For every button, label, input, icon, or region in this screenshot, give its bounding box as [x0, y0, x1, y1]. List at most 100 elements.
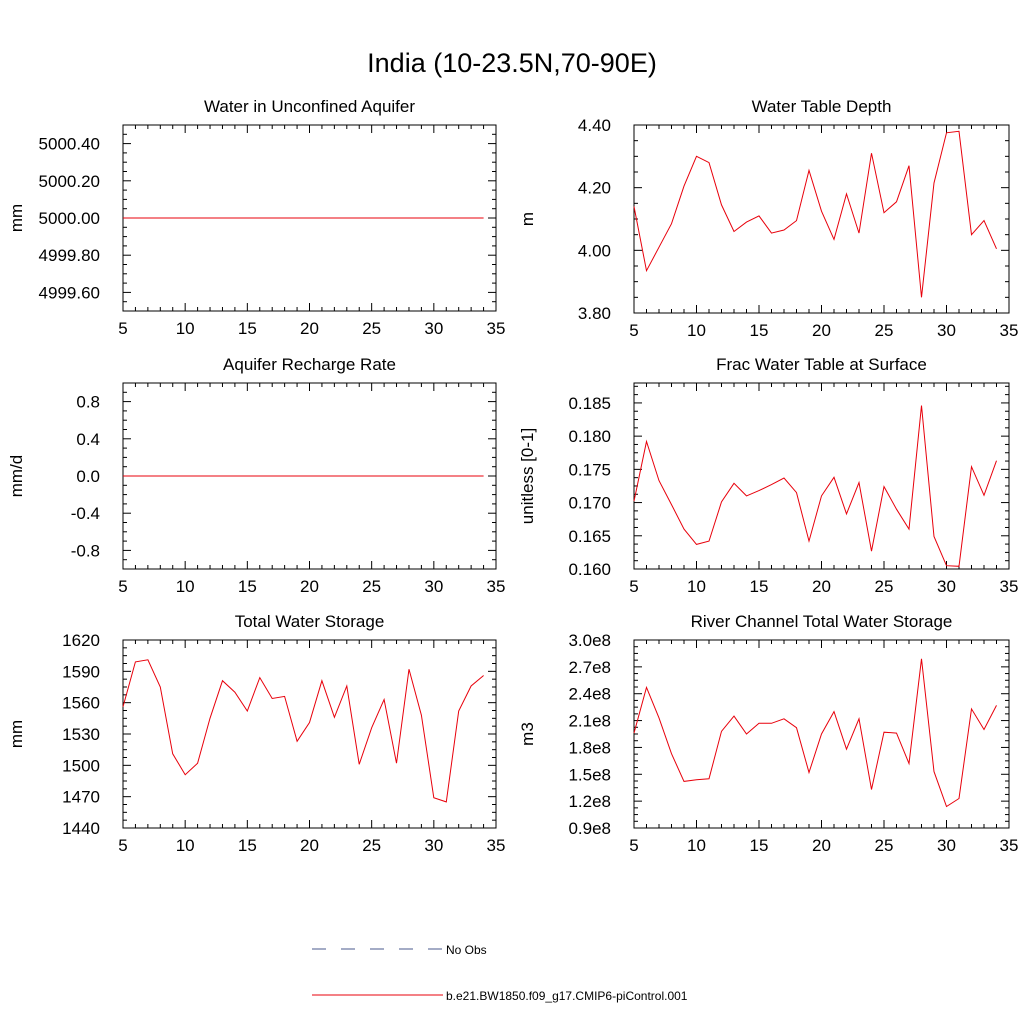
plot-frame: [633, 124, 1010, 314]
y-axis-label: mm/d: [7, 455, 26, 498]
x-tick-label: 5: [118, 577, 127, 596]
y-tick-label: 0.0: [76, 467, 100, 486]
chart-panel-3: Aquifer Recharge Rate mm/d 5 10 15 20 25 30 35 -0…: [7, 355, 505, 596]
x-tick-label: 25: [362, 577, 381, 596]
y-tick-label: 5000.40: [39, 135, 100, 154]
legend-entry-model: b.e21.BW1850.f09_g17.CMIP6-piControl.001: [312, 989, 688, 1003]
x-tick-label: 10: [687, 836, 706, 855]
y-tick-label: 1.2e8: [568, 792, 611, 811]
x-tick-label: 30: [424, 319, 443, 338]
x-tick-label: 30: [937, 577, 956, 596]
panel-title: River Channel Total Water Storage: [691, 612, 953, 631]
x-tick-label: 35: [487, 577, 506, 596]
series-line-1: [633, 658, 997, 808]
chart-panel-4: Frac Water Table at Surface unitless [0-1…: [518, 355, 1018, 596]
x-tick-label: 5: [118, 836, 127, 855]
x-tick-label: 30: [937, 836, 956, 855]
y-axis-label: m3: [518, 722, 537, 746]
x-tick-label: 20: [812, 577, 831, 596]
x-tick-label: 5: [629, 321, 638, 340]
x-tick-label: 15: [238, 319, 257, 338]
figure-title: India (10-23.5N,70-90E): [367, 48, 657, 78]
y-tick-label: 0.4: [76, 430, 100, 449]
panel-title: Water in Unconfined Aquifer: [204, 97, 415, 116]
x-tick-label: 10: [176, 577, 195, 596]
x-tick-label: 35: [1000, 836, 1019, 855]
x-tick-label: 10: [687, 321, 706, 340]
chart-panel-2: Water Table Depth m 5 10 15 20 25 30 35 3.80 4.00 4…: [518, 97, 1018, 340]
x-tick-label: 20: [300, 577, 319, 596]
x-tick-label: 25: [875, 836, 894, 855]
y-axis-label: mm: [7, 720, 26, 748]
y-tick-label: 2.4e8: [568, 685, 611, 704]
y-tick-label: 1.5e8: [568, 765, 611, 784]
y-tick-label: 1.8e8: [568, 738, 611, 757]
x-tick-label: 10: [687, 577, 706, 596]
series-line-1: [633, 130, 997, 298]
y-tick-label: 0.160: [568, 560, 611, 579]
series-line-1: [633, 405, 997, 567]
x-tick-label: 30: [937, 321, 956, 340]
panel-title: Aquifer Recharge Rate: [223, 355, 396, 374]
x-tick-label: 10: [176, 319, 195, 338]
y-tick-label: 2.1e8: [568, 712, 611, 731]
legend-entry-no-obs: No Obs: [312, 943, 487, 957]
series-line-1: [122, 659, 484, 803]
y-tick-label: 0.175: [568, 460, 611, 479]
x-tick-label: 15: [238, 836, 257, 855]
y-tick-label: 4.00: [578, 241, 611, 260]
x-tick-label: 20: [812, 836, 831, 855]
y-tick-label: 4.20: [578, 179, 611, 198]
x-tick-label: 35: [487, 836, 506, 855]
chart-panel-1: Water in Unconfined Aquifer mm 5 10 15 20 25 30…: [7, 97, 505, 338]
y-tick-label: 4999.80: [39, 246, 100, 265]
y-tick-label: 1500: [62, 756, 100, 775]
y-tick-label: 1470: [62, 788, 100, 807]
y-tick-label: 0.165: [568, 527, 611, 546]
x-tick-label: 10: [176, 836, 195, 855]
x-tick-label: 5: [629, 577, 638, 596]
x-tick-label: 5: [118, 319, 127, 338]
y-tick-label: 5000.20: [39, 172, 100, 191]
x-tick-label: 5: [629, 836, 638, 855]
panels: Water in Unconfined Aquifer mm 5 10 15 20 25 30…: [7, 97, 1018, 855]
x-tick-label: 30: [424, 577, 443, 596]
y-tick-label: 1620: [62, 631, 100, 650]
plot-frame: [633, 382, 1010, 570]
x-tick-label: 30: [424, 836, 443, 855]
x-tick-label: 35: [1000, 577, 1019, 596]
y-tick-label: 0.9e8: [568, 819, 611, 838]
y-tick-label: 3.80: [578, 304, 611, 323]
x-tick-label: 35: [1000, 321, 1019, 340]
y-tick-label: 0.8: [76, 393, 100, 412]
x-tick-label: 15: [750, 836, 769, 855]
y-tick-label: 4999.60: [39, 283, 100, 302]
x-tick-label: 25: [875, 577, 894, 596]
x-tick-label: 20: [812, 321, 831, 340]
x-tick-label: 15: [750, 577, 769, 596]
x-tick-label: 35: [487, 319, 506, 338]
x-tick-label: 15: [238, 577, 257, 596]
x-tick-label: 25: [362, 319, 381, 338]
y-axis-label: m: [518, 212, 537, 226]
x-tick-label: 20: [300, 319, 319, 338]
panel-title: Water Table Depth: [752, 97, 892, 116]
y-axis-label: mm: [7, 204, 26, 232]
x-tick-label: 25: [875, 321, 894, 340]
y-tick-label: -0.4: [71, 504, 100, 523]
x-tick-label: 20: [300, 836, 319, 855]
y-tick-label: 1530: [62, 725, 100, 744]
y-tick-label: 2.7e8: [568, 658, 611, 677]
y-tick-label: 0.170: [568, 494, 611, 513]
y-tick-label: 0.185: [568, 394, 611, 413]
panel-title: Frac Water Table at Surface: [716, 355, 927, 374]
chart-panel-6: River Channel Total Water Storage m3 5 10 15…: [518, 612, 1018, 855]
y-tick-label: 1440: [62, 819, 100, 838]
y-tick-label: 1560: [62, 694, 100, 713]
legend-label-no-obs: No Obs: [446, 943, 487, 957]
y-tick-label: 3.0e8: [568, 631, 611, 650]
panel-title: Total Water Storage: [235, 612, 385, 631]
y-axis-label: unitless [0-1]: [518, 428, 537, 524]
y-tick-label: -0.8: [71, 541, 100, 560]
